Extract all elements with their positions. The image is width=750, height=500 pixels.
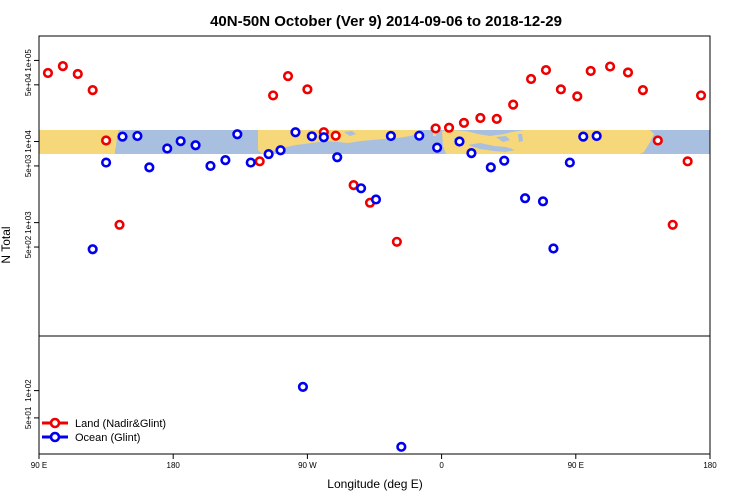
- ocean-data-point: [499, 155, 510, 166]
- ocean-data-point: [385, 130, 397, 142]
- x-tick-label: 0: [439, 461, 444, 470]
- x-axis: 90 E 180 90 W 0 90 E 180: [31, 454, 717, 470]
- ocean-data-point: [297, 381, 309, 392]
- x-tick-label: 90 E: [568, 461, 584, 470]
- land-data-point: [682, 156, 693, 167]
- y-upper-tick-label: 1e+04: [24, 130, 33, 153]
- land-data-point: [100, 135, 112, 146]
- land-data-point: [282, 71, 294, 82]
- ocean-data-point: [162, 143, 173, 154]
- land-data-point: [652, 135, 663, 146]
- x-tick-label: 90 W: [298, 461, 317, 470]
- land-data-point: [87, 85, 98, 96]
- legend: Land (Nadir&Glint) Ocean (Glint): [42, 417, 166, 444]
- land-data-point: [302, 84, 313, 95]
- land-data-point: [443, 122, 455, 133]
- ocean-data-point: [396, 441, 407, 452]
- land-data-point: [555, 84, 566, 95]
- ocean-data-point: [432, 142, 443, 153]
- upper-plot-frame: [38, 35, 711, 337]
- land-data-point: [585, 65, 596, 77]
- map-land-asia-east: [110, 130, 119, 154]
- land-data-point: [508, 99, 519, 110]
- x-tick-label: 90 E: [31, 461, 47, 470]
- ocean-data-point: [355, 183, 367, 194]
- land-data-point: [491, 113, 502, 125]
- land-data-point: [114, 219, 125, 230]
- land-data-point: [330, 130, 341, 141]
- lower-plot-frame: [38, 335, 711, 455]
- map-ocean-great-lakes: [344, 131, 356, 136]
- x-axis-label: Longitude (deg E): [327, 477, 422, 491]
- ocean-data-point: [220, 155, 231, 166]
- ocean-data-point: [275, 145, 286, 156]
- y-upper-tick-label: 1e+05: [24, 49, 33, 72]
- land-data-point: [667, 219, 678, 230]
- ocean-data-point: [100, 157, 112, 168]
- ocean-data-point: [190, 140, 201, 151]
- ocean-data-point: [205, 160, 216, 172]
- ocean-data-point: [414, 130, 425, 141]
- map-ocean-black-sea: [496, 136, 510, 142]
- land-data-point: [57, 61, 68, 72]
- land-data-point: [475, 112, 486, 124]
- ocean-data-point: [290, 127, 301, 138]
- legend-ocean-marker: [49, 431, 61, 443]
- y-upper-tick-label: 1e+03: [24, 211, 33, 234]
- y-upper-tick-label: 5e+04: [24, 73, 33, 96]
- land-data-point: [622, 67, 634, 78]
- ocean-data-point: [132, 130, 143, 142]
- y-axis-label: N Total: [0, 226, 13, 263]
- legend-land-label: Land (Nadir&Glint): [75, 418, 166, 430]
- ocean-data-point: [564, 157, 575, 168]
- land-data-point: [391, 236, 402, 247]
- land-data-point: [637, 85, 649, 96]
- land-data-point: [254, 156, 265, 167]
- land-data-point: [458, 117, 470, 128]
- land-data-point: [604, 61, 616, 72]
- ocean-data-point: [87, 244, 98, 255]
- ocean-data-point: [485, 162, 496, 173]
- y-lower-tick-label: 5e+01: [24, 406, 33, 429]
- land-data-point: [430, 123, 441, 134]
- ocean-data-point: [232, 129, 243, 140]
- x-tick-label: 180: [703, 461, 717, 470]
- x-tick-label: 180: [167, 461, 181, 470]
- ocean-data-point: [578, 131, 589, 142]
- legend-ocean-label: Ocean (Glint): [75, 432, 140, 444]
- ocean-data-point: [263, 148, 274, 160]
- land-data-point: [525, 73, 537, 85]
- ocean-data-point: [117, 131, 128, 142]
- ocean-data-point: [591, 130, 602, 142]
- ocean-data-point: [520, 193, 531, 204]
- ocean-data-point: [144, 162, 155, 173]
- land-data-point: [540, 64, 552, 76]
- map-ocean-mediterranean: [468, 143, 515, 152]
- ocean-data-point: [537, 196, 549, 207]
- ocean-data-point: [318, 132, 329, 143]
- land-data-point: [42, 67, 54, 79]
- land-data-point: [572, 91, 583, 102]
- ocean-data-point: [175, 136, 186, 147]
- y-upper-tick-label: 5e+03: [24, 154, 33, 177]
- ocean-data-point: [370, 194, 382, 205]
- ocean-data-point: [332, 152, 343, 163]
- ocean-data-point: [306, 131, 317, 142]
- ocean-data-point: [548, 243, 559, 254]
- ocean-data-point: [454, 136, 465, 147]
- y-upper-tick-label: 5e+02: [24, 235, 33, 258]
- ocean-data-point: [466, 147, 477, 159]
- ocean-data-point: [245, 157, 256, 168]
- land-data-point: [72, 68, 83, 80]
- legend-land-marker: [49, 417, 61, 429]
- data-markers: [42, 61, 707, 452]
- land-data-point: [268, 90, 279, 101]
- map-ocean-caspian: [518, 134, 523, 142]
- y-lower-tick-label: 1e+02: [24, 379, 33, 402]
- chart-title: 40N-50N October (Ver 9) 2014-09-06 to 20…: [210, 13, 562, 30]
- land-data-point: [695, 90, 707, 101]
